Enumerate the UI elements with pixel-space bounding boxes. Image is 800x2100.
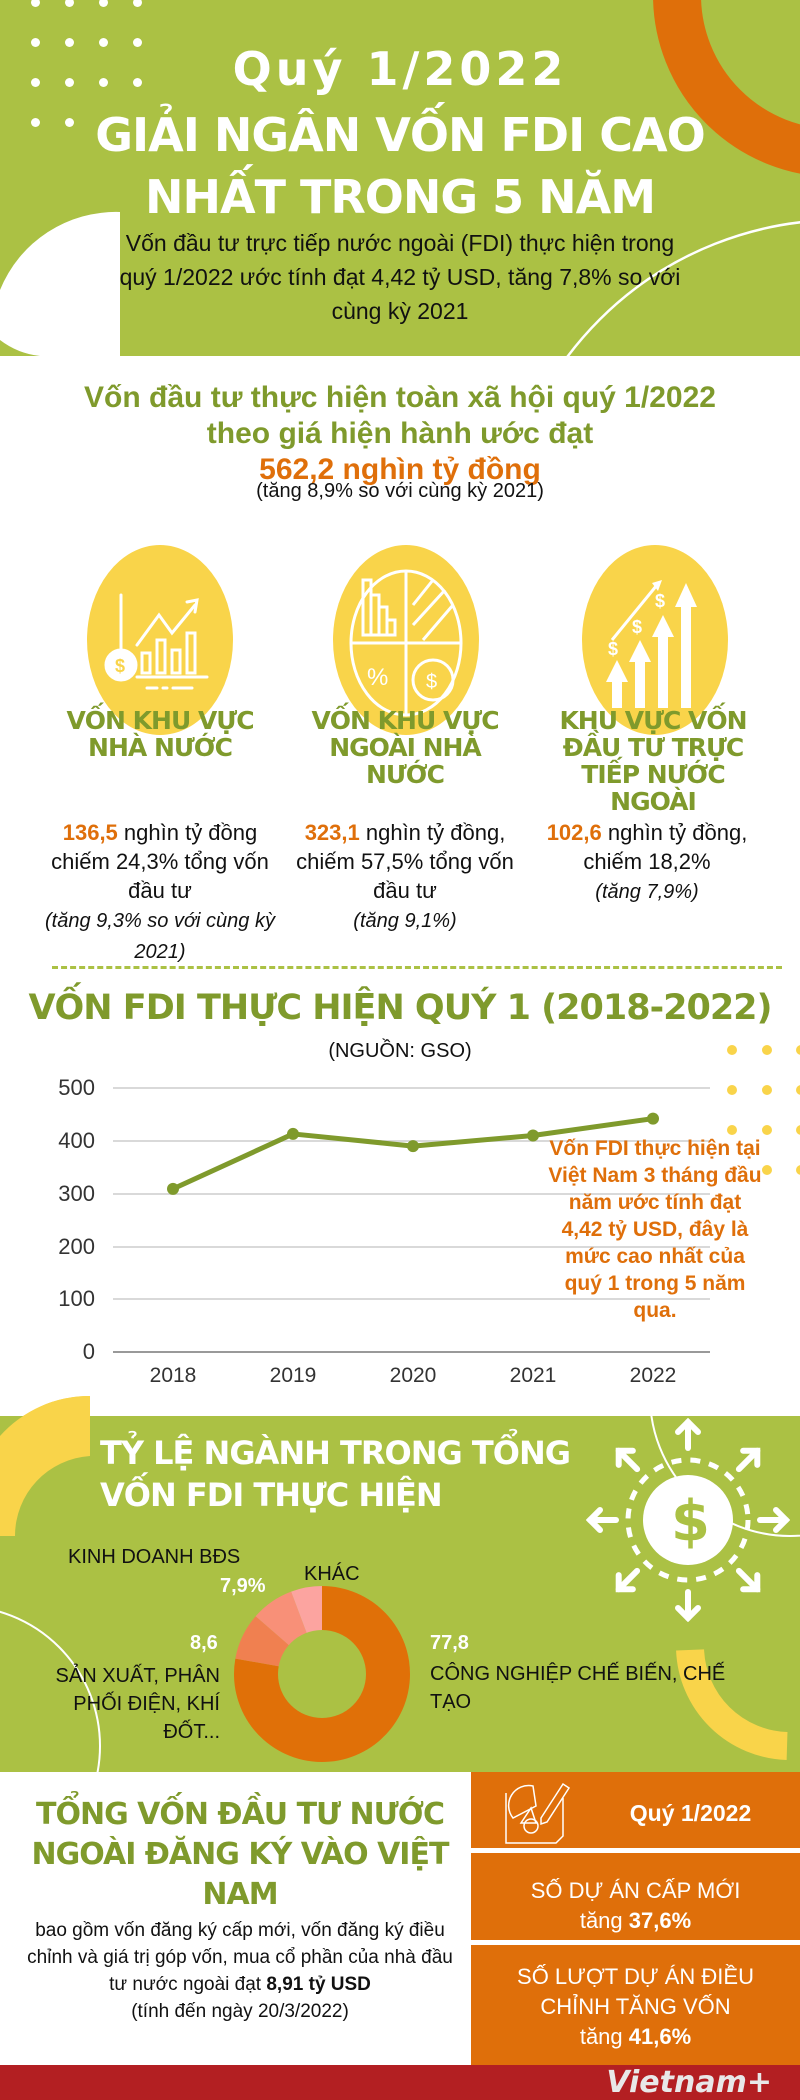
rising-arrows-dollar-icon: $ $ $	[582, 545, 728, 735]
total-investment-text: Vốn đầu tư thực hiện toàn xã hội quý 1/2…	[84, 381, 716, 450]
svg-text:%: %	[367, 664, 388, 691]
y-tick: 0	[82, 1339, 95, 1364]
line-chart-title: VỐN FDI THỰC HIỆN QUÝ 1 (2018-2022)	[28, 988, 772, 1028]
data-point	[167, 1182, 179, 1195]
registered-fdi-note: (tính đến ngày 20/3/2022)	[131, 2001, 349, 2022]
sector-value: 136,5	[62, 820, 118, 845]
svg-text:$: $	[115, 656, 125, 676]
y-tick: 300	[58, 1181, 95, 1206]
stat-label: SỐ DỰ ÁN CẤP MỚI	[530, 1878, 741, 1903]
x-tick: 2018	[149, 1364, 197, 1387]
header-subtitle: Vốn đầu tư trực tiếp nước ngoài (FDI) th…	[119, 230, 681, 324]
box-separator	[471, 1940, 800, 1945]
stat-prefix: tăng	[579, 1908, 629, 1933]
svg-text:$: $	[632, 617, 642, 637]
sector-value: 323,1	[304, 820, 360, 845]
registered-fdi-title: TỔNG VỐN ĐẦU TƯ NƯỚC NGOÀI ĐĂNG KÝ VÀO V…	[31, 1797, 450, 1912]
y-tick: 400	[58, 1128, 95, 1153]
line-chart-plot	[113, 1087, 710, 1353]
svg-text:$: $	[671, 1489, 710, 1554]
footer-bar: Vietnam+	[0, 2065, 800, 2100]
data-point	[287, 1127, 299, 1140]
pie-chart-dollar-icon: % $	[333, 545, 479, 735]
sector-ratio-title: TỶ LỆ NGÀNH TRONG TỔNG VỐN FDI THỰC HIỆN	[100, 1434, 571, 1514]
vietnamplus-logo[interactable]: Vietnam+	[606, 2065, 772, 2100]
x-tick: 2021	[509, 1364, 557, 1387]
value-manufacturing: 77,8	[430, 1632, 469, 1654]
line-chart-source: (NGUỒN: GSO)	[328, 1040, 472, 1062]
y-tick: 200	[58, 1234, 95, 1259]
drafting-tools-icon	[505, 1782, 571, 1844]
data-point	[407, 1140, 419, 1153]
stat-prefix: tăng	[579, 2024, 629, 2049]
quarter-stats-box: Quý 1/2022 SỐ DỰ ÁN CẤP MỚI tăng 37,6% S…	[471, 1772, 800, 2065]
sector-desc: nghìn tỷ đồng chiếm 24,3% tổng vốn đầu t…	[51, 820, 269, 903]
svg-text:$: $	[426, 671, 437, 693]
header-banner: Quý 1/2022 GIẢI NGÂN VỐN FDI CAO NHẤT TR…	[0, 0, 800, 356]
sector-note: (tăng 9,3% so với cùng kỳ 2021)	[45, 910, 275, 963]
line-chart-annotation: Vốn FDI thực hiện tại Việt Nam 3 tháng đ…	[548, 1137, 762, 1322]
dollar-spread-icon: $	[586, 1418, 790, 1622]
header-title-line: GIẢI NGÂN VỐN FDI CAO	[95, 108, 705, 162]
sector-text-private: 323,1 nghìn tỷ đồng, chiếm 57,5% tổng vố…	[290, 818, 520, 936]
total-investment-note: (tăng 8,9% so với cùng kỳ 2021)	[256, 480, 544, 502]
header-main-title: GIẢI NGÂN VỐN FDI CAO NHẤT TRONG 5 NĂM	[0, 104, 800, 228]
total-investment-amount: 562,2 nghìn tỷ đồng	[259, 453, 541, 486]
registered-fdi-amount: 8,91 tỷ USD	[266, 1974, 371, 1995]
x-tick: 2019	[269, 1364, 317, 1387]
label-manufacturing: CÔNG NGHIỆP CHẾ BIẾN, CHẾ TẠO	[430, 1663, 726, 1713]
sector-title-state: VỐN KHU VỰC NHÀ NƯỚC	[66, 706, 254, 762]
chart-growth-dollar-icon: $	[87, 545, 233, 735]
sector-title-private: VỐN KHU VỰC NGOÀI NHÀ NƯỚC	[311, 706, 499, 789]
stat-new-projects: SỐ DỰ ÁN CẤP MỚI tăng 37,6%	[471, 1876, 800, 1936]
total-investment-title: Vốn đầu tư thực hiện toàn xã hội quý 1/2…	[60, 380, 740, 488]
sector-value: 102,6	[546, 820, 602, 845]
dashed-divider	[52, 966, 782, 969]
sector-text-state: 136,5 nghìn tỷ đồng chiếm 24,3% tổng vốn…	[45, 818, 275, 967]
sector-title-fdi: KHU VỰC VỐN ĐẦU TƯ TRỰC TIẾP NƯỚC NGOÀI	[559, 706, 747, 816]
registered-fdi-text: bao gồm vốn đăng ký cấp mới, vốn đăng ký…	[20, 1917, 460, 2025]
stat-value: 37,6%	[628, 1908, 692, 1933]
yellow-arc-overlay	[0, 1396, 92, 1541]
sector-note: (tăng 9,1%)	[353, 910, 457, 932]
quarter-label: Quý 1/2022	[629, 1800, 752, 1826]
header-title-line: NHẤT TRONG 5 NĂM	[144, 170, 656, 224]
x-tick: 2022	[629, 1364, 677, 1387]
stat-label: SỐ LƯỢT DỰ ÁN ĐIỀU CHỈNH TĂNG VỐN	[517, 1964, 754, 2019]
data-point	[647, 1112, 659, 1125]
registered-fdi-desc: bao gồm vốn đăng ký cấp mới, vốn đăng ký…	[27, 1920, 453, 1995]
stat-adjusted-projects: SỐ LƯỢT DỰ ÁN ĐIỀU CHỈNH TĂNG VỐN tăng 4…	[471, 1962, 800, 2052]
svg-text:$: $	[608, 639, 618, 659]
sector-note: (tăng 7,9%)	[595, 881, 699, 903]
sector-desc: nghìn tỷ đồng, chiếm 57,5% tổng vốn đầu …	[296, 820, 514, 903]
x-tick: 2020	[389, 1364, 437, 1387]
sector-text-fdi: 102,6 nghìn tỷ đồng, chiếm 18,2% (tăng 7…	[532, 818, 762, 907]
svg-text:$: $	[655, 591, 665, 611]
registered-fdi-block: TỔNG VỐN ĐẦU TƯ NƯỚC NGOÀI ĐĂNG KÝ VÀO V…	[20, 1795, 460, 2025]
label-energy: SẢN XUẤT, PHÂN PHỐI ĐIỆN, KHÍ ĐỐT...	[55, 1665, 220, 1743]
value-real-estate: 7,9%	[220, 1575, 266, 1597]
label-real-estate: KINH DOANH BĐS	[68, 1546, 241, 1568]
value-energy: 8,6	[190, 1632, 218, 1654]
decorative-shapes	[0, 0, 800, 356]
sector-donut-chart	[234, 1586, 410, 1762]
y-tick: 500	[58, 1075, 95, 1100]
y-tick: 100	[58, 1286, 95, 1311]
data-point	[527, 1129, 539, 1142]
label-other: KHÁC	[304, 1563, 360, 1585]
sector-desc: nghìn tỷ đồng, chiếm 18,2%	[583, 820, 748, 874]
box-separator	[471, 1848, 800, 1853]
pie-section-decorations	[0, 1416, 800, 1772]
header-period-title: Quý 1/2022	[232, 42, 568, 96]
stat-value: 41,6%	[628, 2024, 692, 2049]
